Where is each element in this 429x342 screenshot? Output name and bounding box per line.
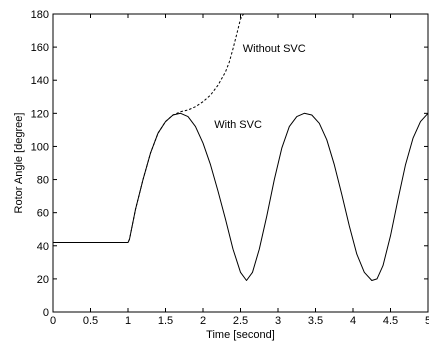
y-tick-label: 40	[37, 241, 49, 253]
plot-area	[52, 13, 429, 313]
x-tick-label: 3.5	[308, 315, 323, 327]
y-axis-label: Rotor Angle [degree]	[13, 113, 25, 214]
series-layer	[53, 13, 429, 281]
series-line-without-svc	[53, 13, 244, 243]
x-tick-label: 2	[200, 315, 206, 327]
y-tick-label: 20	[37, 274, 49, 286]
x-tick-label: 1	[125, 315, 131, 327]
axis-ticks: 0 0.5 1 1.5 2 2.5 3 3.5 4 4.5 5 0 20 40 60 80 100 120 140 1…	[31, 9, 429, 327]
x-axis-label: Time [second]	[206, 329, 275, 341]
annotation-layer: Without SVC With SVC	[214, 43, 306, 131]
x-tick-label: 1.5	[158, 315, 173, 327]
y-tick-label: 80	[37, 175, 49, 187]
x-tick-label: 0.5	[83, 315, 98, 327]
y-tick-label: 160	[31, 42, 49, 54]
y-tick-label: 60	[37, 208, 49, 220]
y-tick-label: 0	[43, 307, 49, 319]
x-tick-label: 2.5	[233, 315, 248, 327]
series-annotation: Without SVC	[243, 43, 306, 55]
y-tick-label: 100	[31, 141, 49, 153]
x-tick-label: 4	[350, 315, 356, 327]
x-tick-label: 5	[425, 315, 429, 327]
y-tick-label: 180	[31, 9, 49, 21]
x-tick-label: 4.5	[383, 315, 398, 327]
y-tick-label: 140	[31, 75, 49, 87]
y-tick-label: 120	[31, 108, 49, 120]
x-tick-label: 0	[50, 315, 56, 327]
x-tick-label: 3	[275, 315, 281, 327]
series-annotation: With SVC	[214, 119, 262, 131]
